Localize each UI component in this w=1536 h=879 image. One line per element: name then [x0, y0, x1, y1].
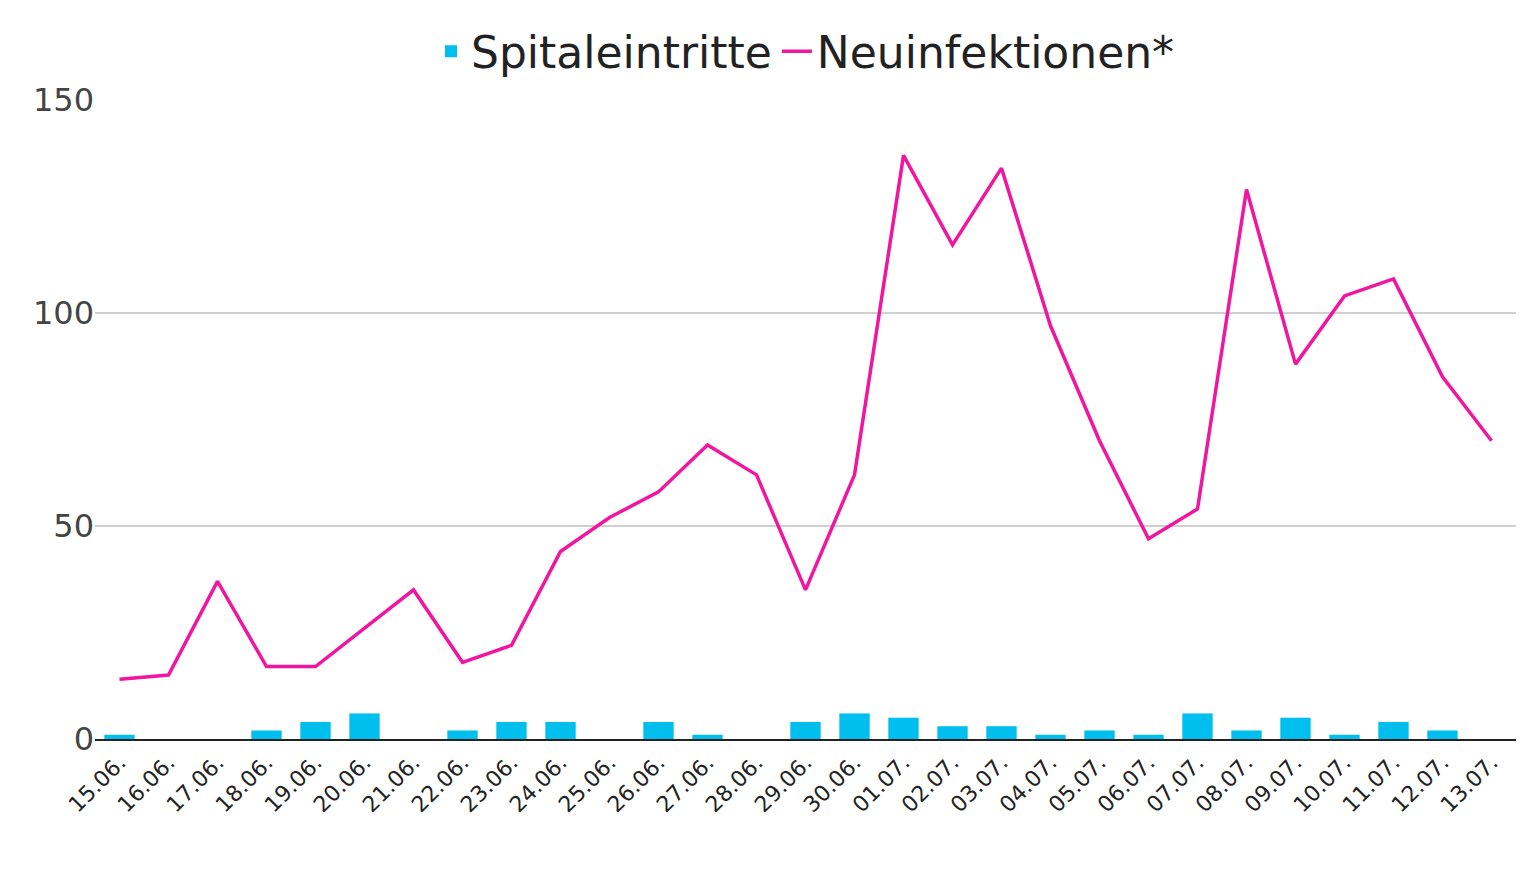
- svg-text:150: 150: [33, 81, 94, 119]
- svg-text:05.07.: 05.07.: [1044, 750, 1111, 817]
- svg-text:25.06.: 25.06.: [554, 750, 621, 817]
- svg-text:30.06.: 30.06.: [799, 750, 866, 817]
- svg-text:18.06.: 18.06.: [211, 750, 278, 817]
- svg-text:01.07.: 01.07.: [848, 750, 915, 817]
- svg-text:03.07.: 03.07.: [946, 750, 1013, 817]
- svg-text:08.07.: 08.07.: [1191, 750, 1258, 817]
- svg-text:06.07.: 06.07.: [1093, 750, 1160, 817]
- svg-text:16.06.: 16.06.: [113, 750, 180, 817]
- svg-text:04.07.: 04.07.: [995, 750, 1062, 817]
- svg-text:Spitaleintritte: Spitaleintritte: [471, 27, 772, 78]
- svg-text:Neuinfektionen*: Neuinfektionen*: [817, 27, 1174, 78]
- svg-text:21.06.: 21.06.: [358, 750, 425, 817]
- svg-text:50: 50: [53, 507, 94, 545]
- svg-text:11.07.: 11.07.: [1338, 750, 1405, 817]
- svg-text:15.06.: 15.06.: [64, 750, 131, 817]
- svg-text:10.07.: 10.07.: [1289, 750, 1356, 817]
- svg-text:24.06.: 24.06.: [505, 750, 572, 817]
- svg-text:17.06.: 17.06.: [162, 750, 229, 817]
- svg-text:29.06.: 29.06.: [750, 750, 817, 817]
- svg-text:100: 100: [33, 294, 94, 332]
- svg-text:0: 0: [74, 720, 94, 758]
- svg-text:23.06.: 23.06.: [456, 750, 523, 817]
- svg-text:26.06.: 26.06.: [603, 750, 670, 817]
- svg-text:07.07.: 07.07.: [1142, 750, 1209, 817]
- svg-text:19.06.: 19.06.: [260, 750, 327, 817]
- svg-text:09.07.: 09.07.: [1240, 750, 1307, 817]
- svg-text:22.06.: 22.06.: [407, 750, 474, 817]
- svg-text:02.07.: 02.07.: [897, 750, 964, 817]
- svg-text:12.07.: 12.07.: [1387, 750, 1454, 817]
- svg-text:20.06.: 20.06.: [309, 750, 376, 817]
- svg-text:27.06.: 27.06.: [652, 750, 719, 817]
- svg-text:28.06.: 28.06.: [701, 750, 768, 817]
- svg-text:13.07.: 13.07.: [1436, 750, 1503, 817]
